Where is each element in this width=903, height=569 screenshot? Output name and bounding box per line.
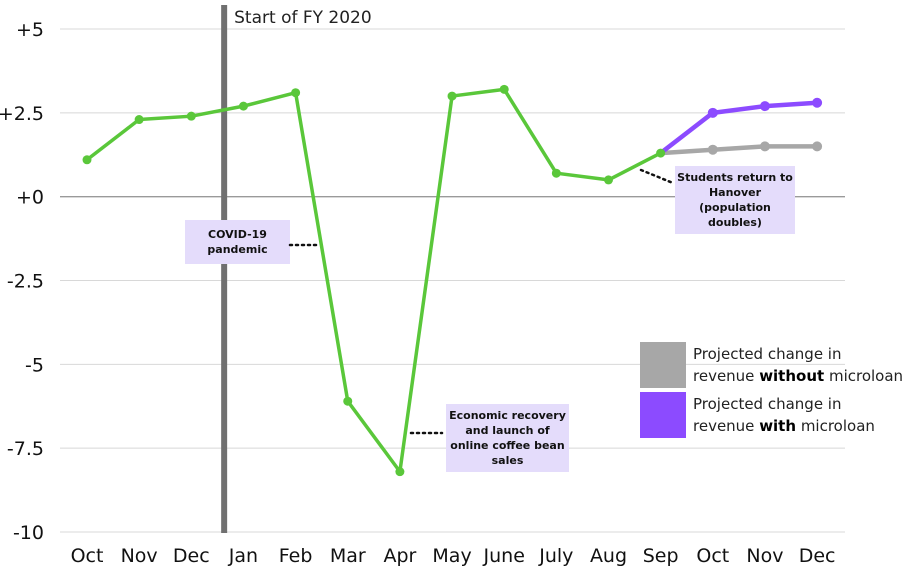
x-tick-label: Feb	[279, 545, 313, 567]
y-tick-label: +0	[16, 187, 44, 209]
x-tick-label: Aug	[590, 545, 627, 567]
series-without	[658, 141, 823, 156]
x-tick-label: Nov	[746, 545, 783, 567]
data-point	[707, 107, 718, 118]
x-tick-label: June	[483, 545, 525, 567]
legend-label-prefix: revenue	[693, 367, 759, 385]
annotation-box	[446, 404, 569, 472]
data-point	[499, 84, 509, 94]
data-point	[343, 396, 353, 406]
y-tick-label: -2.5	[7, 271, 44, 293]
data-point	[656, 148, 666, 158]
series-line-with	[658, 100, 820, 156]
x-tick-label: Apr	[383, 545, 416, 567]
series-line-actual	[85, 87, 663, 474]
x-axis-ticks: Oct Nov Dec Jan Feb Mar Apr May June July Aug Sep Oc…	[71, 545, 836, 567]
x-tick-label: Oct	[696, 545, 729, 567]
y-tick-label: -5	[25, 354, 44, 376]
legend-label-bold: without	[759, 367, 824, 385]
data-point	[604, 175, 613, 185]
x-tick-label: Dec	[173, 545, 210, 567]
annotation-text: doubles)	[708, 216, 762, 229]
series-lines	[82, 84, 823, 477]
annotation-recovery: Economic recovery and launch of online cof…	[409, 404, 569, 472]
data-point	[707, 144, 718, 155]
fiscal-year-label: Start of FY 2020	[234, 8, 372, 28]
data-point	[82, 155, 92, 165]
legend-swatch	[640, 392, 686, 438]
legend-swatch	[640, 342, 686, 388]
y-tick-label: +5	[16, 19, 44, 41]
data-point	[134, 115, 144, 125]
series-with	[658, 97, 823, 156]
annotation-box	[185, 220, 290, 264]
legend-label-line2: revenue without microloan	[693, 367, 903, 385]
data-point	[759, 141, 770, 152]
data-point	[238, 101, 248, 111]
annotations: COVID-19 pandemic Economic recovery and lau…	[185, 166, 795, 472]
data-point	[291, 88, 301, 98]
annotation-text: COVID-19	[208, 228, 267, 241]
x-tick-label: Oct	[71, 545, 104, 567]
x-tick-label: Jan	[228, 545, 258, 567]
legend-label-prefix: revenue	[693, 417, 759, 435]
annotation-box	[675, 166, 795, 234]
annotation-text: Hanover	[709, 186, 762, 199]
fiscal-year-marker: Start of FY 2020	[221, 5, 372, 533]
annotation-text: sales	[492, 454, 524, 467]
data-point	[551, 168, 561, 178]
x-tick-label: Dec	[799, 545, 836, 567]
annotation-text: online coffee bean	[450, 439, 564, 452]
annotation-text: Economic recovery	[449, 409, 566, 422]
data-point	[759, 101, 770, 112]
legend-item-with: Projected change in revenue with microloa…	[640, 392, 875, 438]
annotation-covid: COVID-19 pandemic	[185, 220, 320, 264]
y-tick-label: -10	[13, 522, 44, 544]
y-tick-label: -7.5	[7, 438, 44, 460]
x-tick-label: May	[432, 545, 471, 567]
series-line-without	[658, 144, 820, 156]
y-axis-ticks: +5 +2.5 +0 -2.5 -5 -7.5 -10	[0, 19, 44, 544]
x-tick-label: Nov	[121, 545, 158, 567]
legend-label-line2: revenue with microloan	[693, 417, 875, 435]
y-tick-label: +2.5	[0, 103, 44, 125]
legend-label-suffix: microloan	[796, 417, 875, 435]
data-point	[186, 111, 196, 121]
annotation-text: Students return to	[677, 171, 793, 184]
legend-label-line1: Projected change in	[693, 395, 841, 413]
annotation-leader	[639, 168, 675, 185]
x-tick-label: Mar	[330, 545, 366, 567]
legend-label-line1: Projected change in	[693, 345, 841, 363]
data-point	[812, 141, 823, 152]
data-point	[447, 91, 457, 101]
legend-label-bold: with	[759, 417, 796, 435]
data-point	[395, 467, 405, 477]
legend-label-suffix: microloan	[824, 367, 903, 385]
series-actual	[82, 84, 666, 477]
annotation-students: Students return to Hanover (population doub…	[639, 166, 795, 234]
x-tick-label: July	[538, 545, 573, 567]
data-point	[812, 97, 823, 108]
legend-item-without: Projected change in revenue without micro…	[640, 342, 903, 388]
x-tick-label: Sep	[643, 545, 679, 567]
annotation-text: pandemic	[207, 243, 267, 256]
annotation-text: and launch of	[465, 424, 550, 437]
legend: Projected change in revenue without micro…	[640, 342, 903, 438]
annotation-text: (population	[699, 201, 771, 214]
